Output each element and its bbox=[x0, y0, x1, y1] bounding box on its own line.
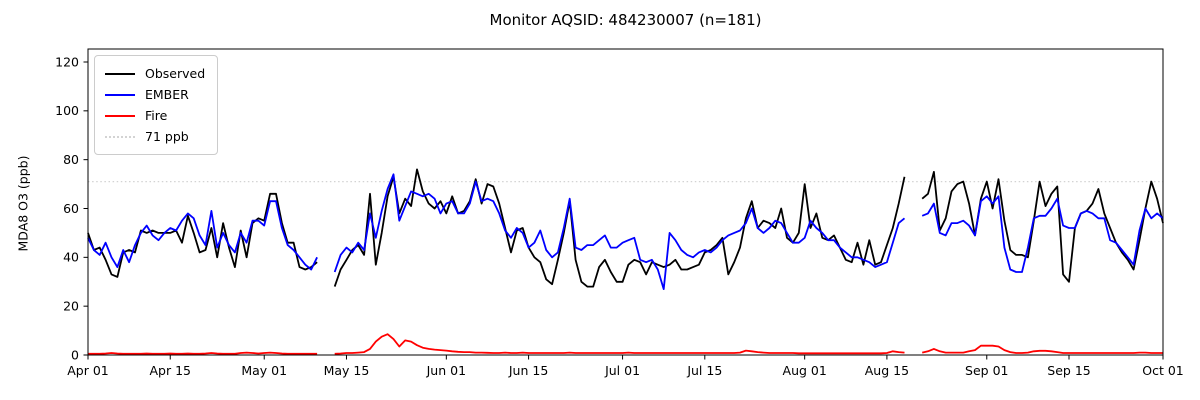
fire-line-swatch bbox=[105, 114, 135, 117]
legend-label-fire: Fire bbox=[145, 108, 168, 123]
y-tick-label: 80 bbox=[63, 152, 79, 167]
x-tick-label: Oct 01 bbox=[1142, 363, 1184, 378]
x-tick-label: Sep 15 bbox=[1047, 363, 1090, 378]
y-tick-label: 40 bbox=[63, 250, 79, 265]
x-tick-label: Sep 01 bbox=[965, 363, 1008, 378]
y-axis-label: MDA8 O3 (ppb) bbox=[15, 155, 31, 252]
axis-ticks: 0 20 40 60 80 100 120 Apr 01 Apr 15 May 01 May 15 J… bbox=[55, 54, 1184, 378]
legend-item-observed: Observed bbox=[105, 63, 205, 84]
ember-line bbox=[87, 173, 1164, 290]
fire-line bbox=[88, 333, 1163, 355]
x-tick-label: Jul 15 bbox=[686, 363, 722, 378]
x-tick-label: Aug 01 bbox=[783, 363, 827, 378]
legend-label-threshold: 71 ppb bbox=[145, 129, 189, 144]
legend-label-observed: Observed bbox=[145, 66, 206, 81]
x-tick-label: Apr 15 bbox=[149, 363, 191, 378]
x-tick-label: Jul 01 bbox=[604, 363, 640, 378]
plot-frame bbox=[87, 48, 1164, 356]
x-tick-label: May 01 bbox=[241, 363, 287, 378]
threshold-line-swatch bbox=[105, 135, 135, 138]
y-tick-label: 0 bbox=[71, 347, 79, 362]
x-tick-label: May 15 bbox=[324, 363, 370, 378]
legend: Observed EMBER Fire 71 ppb bbox=[94, 55, 219, 155]
legend-label-ember: EMBER bbox=[145, 87, 189, 102]
y-tick-label: 60 bbox=[63, 201, 79, 216]
legend-item-threshold: 71 ppb bbox=[105, 126, 205, 147]
y-tick-label: 100 bbox=[55, 103, 79, 118]
ember-line-swatch bbox=[105, 93, 135, 96]
legend-item-ember: EMBER bbox=[105, 84, 205, 105]
x-tick-label: Jun 15 bbox=[508, 363, 548, 378]
observed-line-swatch bbox=[105, 72, 135, 75]
x-tick-label: Jun 01 bbox=[426, 363, 466, 378]
x-tick-label: Apr 01 bbox=[67, 363, 109, 378]
legend-item-fire: Fire bbox=[105, 105, 205, 126]
y-tick-label: 20 bbox=[63, 299, 79, 314]
chart-title: Monitor AQSID: 484230007 (n=181) bbox=[489, 11, 762, 29]
x-tick-label: Aug 15 bbox=[865, 363, 909, 378]
observed-line bbox=[87, 168, 1164, 288]
y-tick-label: 120 bbox=[55, 54, 79, 69]
